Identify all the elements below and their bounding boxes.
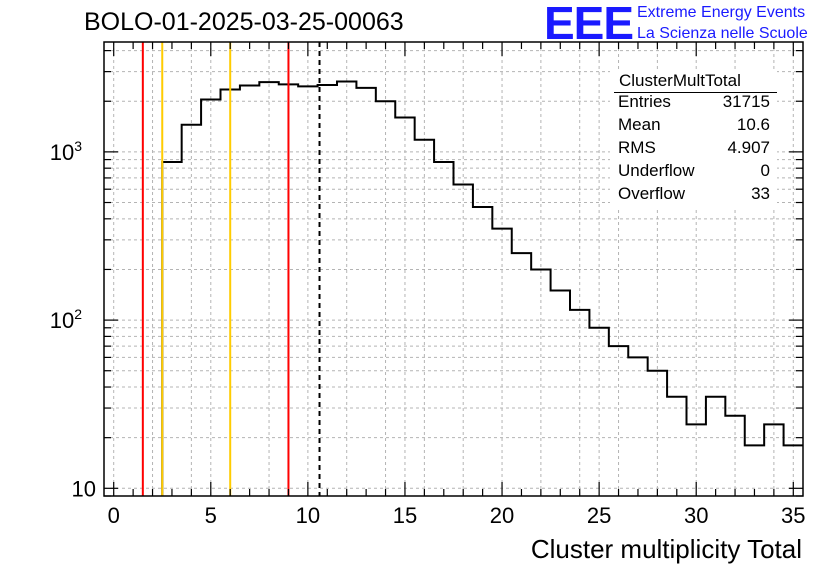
- histogram-series: [161, 80, 803, 496]
- stats-row-mean: Mean 10.6: [618, 115, 770, 137]
- stats-label: RMS: [618, 138, 656, 157]
- y-tick-label: 102: [50, 306, 82, 333]
- x-tick-label: 10: [296, 503, 320, 528]
- y-tick-label: 103: [50, 138, 82, 165]
- x-tick-label: 0: [108, 503, 120, 528]
- x-tick-label: 5: [205, 503, 217, 528]
- stats-label: Underflow: [618, 161, 695, 180]
- y-tick-label: 10: [72, 476, 96, 501]
- eee-logo-mark: EEE: [544, 0, 634, 49]
- chart-title: BOLO-01-2025-03-25-00063: [84, 8, 404, 36]
- x-tick-label: 30: [684, 503, 708, 528]
- stats-value: 10.6: [736, 115, 770, 134]
- logo-line-1: Extreme Energy Events: [637, 4, 806, 21]
- stats-value: 0: [760, 161, 770, 180]
- stats-row-rms: RMS 4.907: [618, 138, 770, 160]
- stats-row-underflow: Underflow 0: [618, 161, 770, 183]
- x-axis-title: Cluster multiplicity Total: [530, 534, 802, 564]
- stats-value: 4.907: [727, 138, 770, 157]
- stats-value: 31715: [722, 92, 770, 111]
- stats-label: Overflow: [618, 184, 686, 203]
- stats-value: 33: [751, 184, 770, 203]
- stats-divider: [614, 92, 777, 93]
- x-tick-label: 25: [587, 503, 611, 528]
- logo-line-2: La Scienza nelle Scuole: [637, 25, 808, 42]
- stats-label: Mean: [618, 115, 661, 134]
- stats-name: ClusterMultTotal: [619, 71, 741, 90]
- stats-row-overflow: Overflow 33: [618, 184, 770, 206]
- x-tick-label: 20: [490, 503, 514, 528]
- stats-box: ClusterMultTotal Entries 31715 Mean 10.6…: [610, 70, 777, 210]
- x-tick-label: 35: [781, 503, 805, 528]
- stats-label: Entries: [618, 92, 671, 111]
- stats-row-entries: Entries 31715: [618, 92, 770, 114]
- x-tick-label: 15: [393, 503, 417, 528]
